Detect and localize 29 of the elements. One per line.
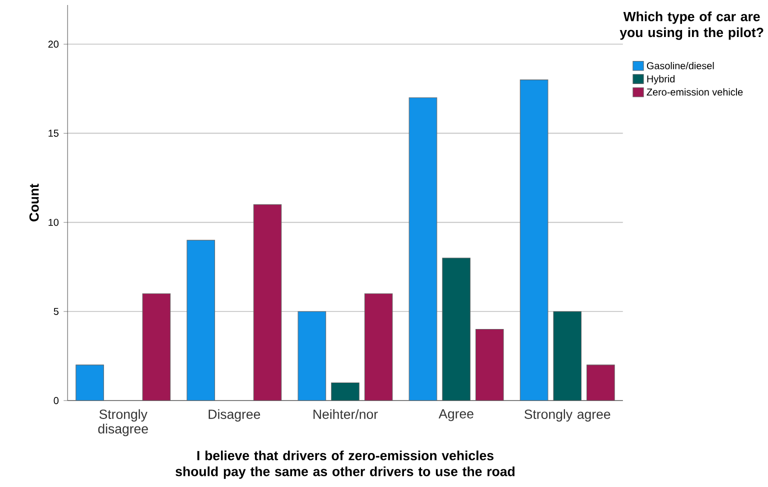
bar (408, 97, 438, 401)
bar (520, 80, 548, 401)
legend-title: Which type of car are you using in the pilot? (620, 12, 764, 40)
x-tick-label: Disagree (208, 409, 260, 422)
bar (298, 311, 326, 401)
legend-label: Gasoline/diesel (646, 62, 714, 70)
bar (76, 364, 104, 401)
bar (331, 382, 360, 401)
bar (553, 311, 582, 401)
x-tick-label: Strongly agree (524, 409, 610, 422)
y-tick-label: 15 (48, 130, 59, 137)
bar (475, 329, 504, 401)
bar (142, 293, 171, 401)
x-tick-label: Neihter/nor (314, 409, 378, 419)
y-tick-label: 10 (48, 218, 59, 226)
legend-label: Hybrid (647, 75, 675, 84)
y-tick-label: 20 (48, 40, 59, 48)
y-tick-label: 5 (54, 308, 59, 315)
bar (442, 258, 470, 401)
bar (364, 293, 393, 401)
bar (586, 364, 615, 401)
bar (253, 204, 282, 401)
x-axis-title: I believe that drivers of zero-emission vehicles should pay the same as other drivers to use the road (176, 450, 514, 479)
legend-label: Zero-emission vehicle (646, 88, 743, 96)
x-tick-label: Strongly disagree (98, 409, 148, 436)
bar (186, 240, 216, 401)
y-axis-title: Count (29, 184, 39, 222)
y-tick-label: 0 (54, 397, 59, 404)
x-tick-label: Agree (438, 409, 474, 422)
